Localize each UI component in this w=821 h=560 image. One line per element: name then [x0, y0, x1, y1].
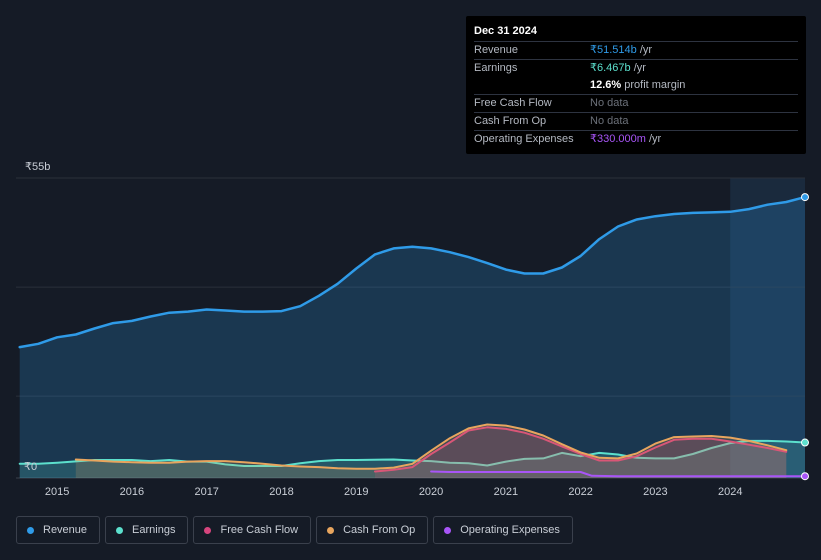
legend-dot-operating-expenses — [444, 526, 452, 534]
y-axis-top-label: ₹55b — [25, 161, 50, 173]
legend-dot-free-cash-flow — [204, 526, 212, 534]
opex-label: Operating Expenses — [474, 133, 574, 145]
highlight-band — [730, 178, 805, 478]
earnings-area — [19, 440, 805, 478]
earnings-unit: /yr — [630, 62, 646, 74]
revenue-unit: /yr — [636, 44, 653, 56]
y-axis-bottom-label: ₹0 — [24, 461, 37, 473]
cfo-label: Cash From Op — [474, 115, 547, 127]
legend-dot-earnings — [116, 526, 124, 534]
legend-label-earnings: Earnings — [132, 524, 176, 536]
x-tick-label: 2015 — [45, 486, 69, 498]
legend-label-free-cash-flow: Free Cash Flow — [220, 524, 299, 536]
cfo-value: No data — [590, 115, 629, 127]
fcf-value: No data — [590, 97, 629, 109]
x-tick-label: 2022 — [568, 486, 592, 498]
tooltip-row-opex: Operating Expenses ₹330.000m /yr — [474, 131, 798, 148]
fcf-label: Free Cash Flow — [474, 97, 552, 109]
operating-expenses-line — [430, 470, 806, 478]
legend: Revenue Earnings Free Cash Flow Cash Fro… — [16, 516, 578, 544]
revenue-value: ₹51.514b — [590, 44, 637, 56]
x-tick-label: 2023 — [643, 486, 667, 498]
x-tick-label: 2016 — [120, 486, 144, 498]
earnings-line — [18, 439, 806, 467]
x-axis-ticks: 2015 2016 2017 2018 2019 2020 2021 2022 2023 2024 — [45, 486, 743, 498]
legend-label-operating-expenses: Operating Expenses — [460, 524, 560, 536]
revenue-end-marker — [801, 193, 809, 202]
tooltip-row-profit-margin: 12.6% profit margin — [474, 77, 798, 95]
cash-from-op-line — [74, 423, 788, 470]
x-tick-label: 2021 — [494, 486, 518, 498]
legend-dot-cash-from-op — [327, 526, 335, 534]
tooltip-row-revenue: Revenue ₹51.514b /yr — [474, 42, 798, 60]
legend-item-revenue[interactable]: Revenue — [16, 516, 101, 544]
x-tick-label: 2020 — [419, 486, 443, 498]
legend-item-free-cash-flow[interactable]: Free Cash Flow — [193, 516, 312, 544]
profit-margin-text: profit margin — [621, 79, 686, 91]
legend-label-revenue: Revenue — [43, 524, 88, 536]
x-tick-label: 2018 — [269, 486, 293, 498]
profit-margin-value: 12.6% — [590, 79, 622, 91]
tooltip-row-earnings: Earnings ₹6.467b /yr — [474, 60, 798, 77]
tooltip-row-fcf: Free Cash Flow No data — [474, 95, 798, 113]
x-tick-label: 2017 — [194, 486, 218, 498]
earnings-value: ₹6.467b — [590, 62, 631, 74]
tooltip-row-cfo: Cash From Op No data — [474, 113, 798, 131]
earnings-label: Earnings — [474, 62, 518, 74]
tooltip-date: Dec 31 2024 — [474, 22, 798, 42]
x-tick-label: 2024 — [718, 486, 742, 498]
opex-value: ₹330.000m — [590, 133, 646, 145]
gridlines — [16, 177, 805, 479]
operating-expenses-end-marker — [801, 472, 809, 481]
revenue-line — [18, 195, 807, 349]
legend-item-cash-from-op[interactable]: Cash From Op — [316, 516, 429, 544]
revenue-label: Revenue — [474, 44, 519, 56]
opex-unit: /yr — [645, 133, 662, 145]
free-cash-flow-line — [374, 426, 788, 473]
tooltip-panel: Dec 31 2024 Revenue ₹51.514b /yr Earning… — [466, 16, 806, 154]
series-layer — [18, 195, 807, 478]
end-markers — [801, 193, 809, 481]
earnings-end-marker — [801, 438, 809, 447]
legend-dot-revenue — [27, 526, 34, 534]
revenue-area — [19, 197, 805, 478]
x-tick-label: 2019 — [344, 486, 368, 498]
legend-label-cash-from-op: Cash From Op — [343, 524, 416, 536]
legend-item-earnings[interactable]: Earnings — [105, 516, 189, 544]
legend-item-operating-expenses[interactable]: Operating Expenses — [433, 516, 573, 544]
